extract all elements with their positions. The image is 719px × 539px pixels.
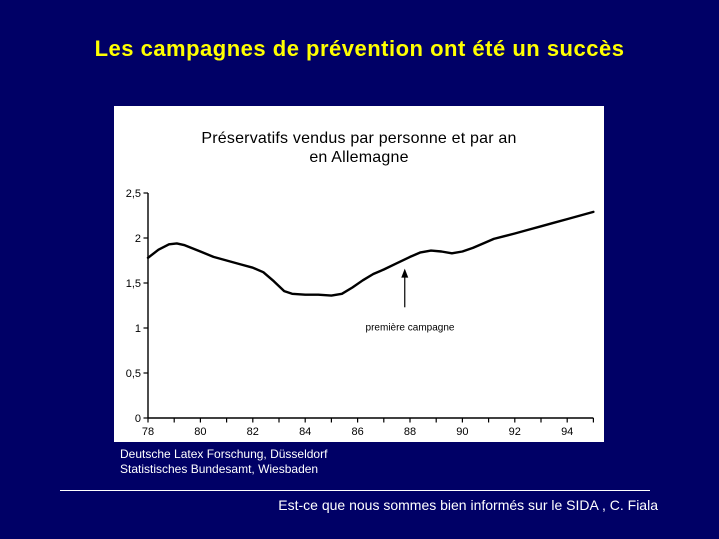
x-tick-label: 88 [404,426,416,438]
y-tick-label: 2 [135,233,141,245]
x-tick-label: 84 [299,426,311,438]
annotation-label: première campagne [366,323,455,334]
source-line-1: Deutsche Latex Forschung, Düsseldorf [120,447,328,461]
x-tick-label: 86 [351,426,363,438]
footer-divider [60,490,650,491]
y-tick-label: 0,5 [126,368,141,380]
annotation-arrowhead-icon [401,268,409,278]
footer-citation: Est-ce que nous sommes bien informés sur… [278,497,658,513]
y-tick-label: 2,5 [126,188,141,200]
x-tick-label: 94 [561,426,573,438]
slide-title: Les campagnes de prévention ont été un s… [94,36,625,61]
y-tick-label: 1 [135,323,141,335]
chart-title-line-2: en Allemagne [309,149,409,166]
chart-area: 0 0,5 1 1,5 2 2,5 78 80 82 84 86 88 90 92 94 première c… [114,106,604,442]
chart-title-line-1: Préservatifs vendus par personne et par … [201,130,517,147]
chart-plot: 0 0,5 1 1,5 2 2,5 78 80 82 84 86 88 90 92 94 première c… [126,188,595,438]
x-tick-label: 80 [194,426,206,438]
x-tick-label: 78 [142,426,154,438]
x-tick-label: 82 [247,426,259,438]
y-tick-label: 1,5 [126,278,141,290]
chart-title: Préservatifs vendus par personne et par … [114,129,604,167]
y-tick-label: 0 [135,413,141,425]
data-line [146,210,595,297]
x-tick-label: 92 [509,426,521,438]
chart-source: Deutsche Latex Forschung, Düsseldorf Sta… [120,447,327,477]
source-line-2: Statistisches Bundesamt, Wiesbaden [120,462,319,476]
x-tick-label: 90 [456,426,468,438]
